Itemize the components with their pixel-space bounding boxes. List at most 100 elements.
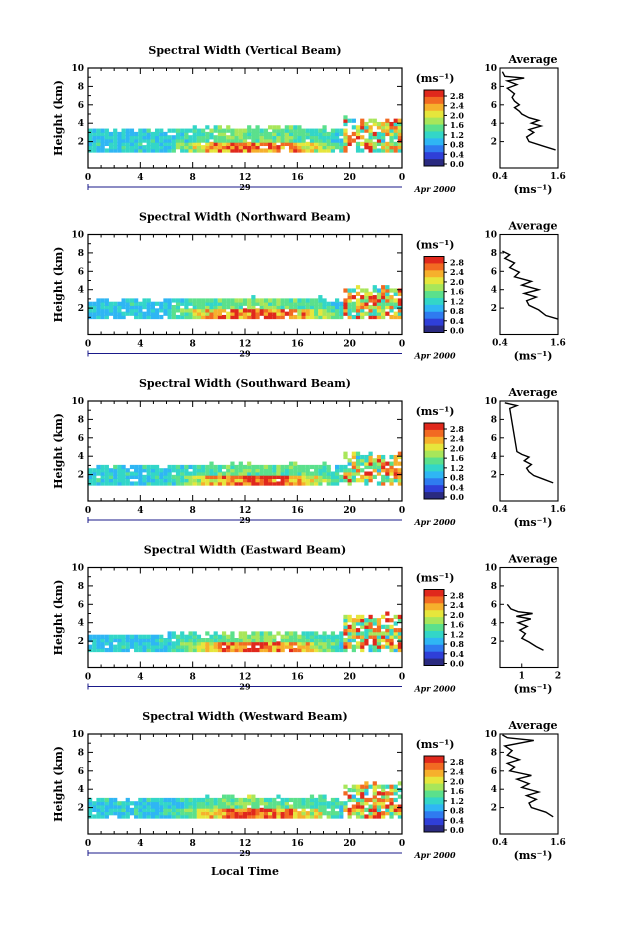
heatmap-cell	[314, 308, 319, 313]
heatmap-cell	[335, 471, 340, 476]
heatmap-cell	[360, 311, 365, 316]
heatmap-cell	[393, 797, 398, 803]
heatmap-cell	[196, 474, 202, 480]
heatmap-cell	[238, 478, 243, 483]
colorbar-segment	[424, 284, 444, 292]
heatmap-cell	[347, 641, 352, 646]
heatmap-cell	[205, 298, 210, 303]
heatmap-cell	[276, 644, 281, 649]
heatmap-cell	[234, 478, 239, 483]
x-tick-label: 8	[190, 673, 196, 683]
heatmap-cell	[330, 131, 336, 137]
heatmap-cell	[226, 814, 231, 819]
heatmap-cell	[134, 801, 139, 806]
heatmap-cell	[163, 141, 168, 147]
heatmap-cell	[150, 797, 155, 803]
heatmap-cell	[159, 301, 164, 306]
heatmap-cell	[154, 647, 160, 653]
heatmap-cell	[309, 141, 315, 147]
heatmap-cell	[297, 125, 302, 130]
heatmap-cell	[213, 471, 218, 476]
heatmap-cell	[184, 797, 189, 803]
heatmap-cell	[104, 634, 109, 639]
heatmap-cell	[339, 314, 344, 320]
heatmap-cell	[339, 807, 344, 813]
heatmap-cell	[125, 801, 130, 806]
heatmap-cell	[171, 807, 176, 813]
avg-title: Average	[507, 220, 557, 233]
heatmap-cell	[226, 811, 231, 816]
heatmap-cell	[339, 638, 344, 643]
heatmap-cell	[297, 641, 302, 646]
colorbar-tick-label: 0.4	[450, 316, 464, 326]
heatmap-cell	[322, 461, 327, 466]
colorbar-segment	[424, 96, 444, 105]
heatmap-cell	[221, 811, 227, 816]
heatmap-cell	[154, 481, 160, 486]
heatmap-cell	[171, 631, 176, 636]
x-tick-label: 4	[137, 173, 143, 183]
heatmap-cell	[276, 641, 281, 646]
heatmap-cell	[138, 814, 143, 819]
heatmap-cell	[184, 801, 189, 806]
heatmap-cell	[238, 311, 243, 316]
heatmap-cell	[196, 135, 202, 140]
heatmap-cell	[221, 298, 227, 303]
heatmap-cell	[134, 298, 139, 303]
heatmap-cell	[305, 311, 310, 316]
heatmap-cell	[167, 631, 172, 636]
colorbar-segment	[424, 291, 444, 299]
heatmap-cell	[251, 794, 256, 799]
heatmap-cell	[167, 634, 172, 639]
heatmap-cell	[117, 308, 122, 313]
heatmap-cell	[171, 811, 176, 816]
heatmap-cell	[301, 647, 306, 653]
heatmap-cell	[100, 145, 105, 150]
heatmap-cell	[251, 634, 256, 639]
heatmap-cell	[389, 301, 394, 306]
heatmap-cell	[230, 131, 235, 137]
heatmap-cell	[385, 618, 390, 623]
heatmap-cell	[175, 128, 181, 133]
heatmap-cell	[163, 471, 168, 476]
heatmap-cell	[251, 305, 256, 310]
heatmap-cell	[318, 474, 323, 480]
heatmap-cell	[276, 148, 281, 153]
day-label: 29	[239, 848, 251, 858]
heatmap-cell	[280, 814, 285, 819]
heatmap-cell	[368, 148, 373, 153]
heatmap-cell	[221, 807, 227, 813]
heatmap-cell	[247, 481, 252, 486]
heatmap-cell	[217, 314, 222, 320]
heatmap-cell	[108, 647, 114, 653]
heatmap-cell	[347, 811, 352, 816]
heatmap-cell	[234, 468, 239, 473]
heatmap-cell	[301, 631, 306, 636]
heatmap-cell	[234, 641, 239, 646]
heatmap-cell	[280, 145, 285, 150]
heatmap-cell	[217, 145, 222, 150]
heatmap-cell	[309, 135, 315, 140]
heatmap-cell	[381, 801, 386, 806]
heatmap-cell	[92, 301, 97, 306]
heatmap-cell	[175, 481, 181, 486]
heatmap-cell	[196, 641, 202, 646]
heatmap-cell	[255, 807, 260, 813]
heatmap-cell	[192, 631, 197, 636]
heatmap-cell	[88, 474, 93, 480]
y-tick-label: 6	[78, 434, 84, 444]
heatmap-cell	[154, 801, 160, 806]
heatmap-cell	[276, 794, 281, 799]
heatmap-cell	[347, 614, 352, 620]
colorbar-tick-label: 2.8	[450, 424, 464, 434]
heatmap-cell	[196, 814, 202, 819]
heatmap-cell	[393, 474, 398, 480]
heatmap-cell	[263, 647, 269, 653]
heatmap-cell	[397, 481, 403, 486]
heatmap-cell	[280, 301, 285, 306]
heatmap-cell	[314, 634, 319, 639]
heatmap-cell	[326, 811, 331, 816]
heatmap-cell	[154, 641, 160, 646]
heatmap-cell	[213, 148, 218, 153]
heatmap-cell	[142, 644, 147, 649]
